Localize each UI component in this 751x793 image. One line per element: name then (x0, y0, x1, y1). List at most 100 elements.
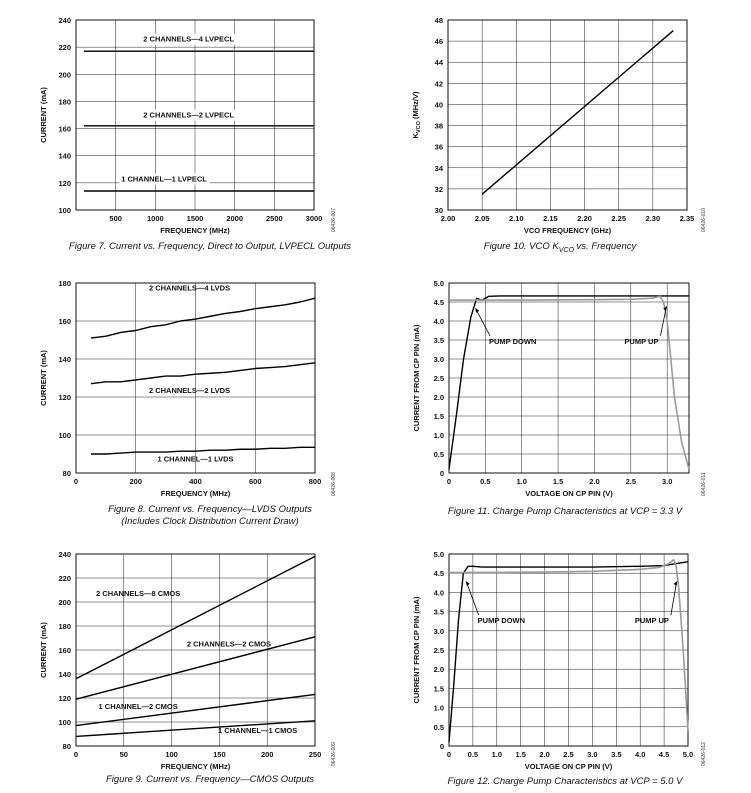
fig11-grid (449, 283, 689, 473)
2-channels-2-cmos-line (75, 636, 316, 700)
x-tick-label: 4.0 (635, 750, 645, 759)
x-tick-label: 100 (165, 750, 178, 759)
figure-9-caption: Figure 9. Current vs. Frequency—CMOS Out… (105, 774, 315, 785)
x-tick-label: 3000 (306, 214, 323, 223)
y-axis-label-k: K (411, 132, 420, 138)
x-tick-label: 3.0 (587, 750, 597, 759)
y-tick-label: 5.0 (434, 279, 444, 288)
fig11-plot-frame (448, 282, 690, 474)
y-tick-label: 1.5 (434, 412, 444, 421)
figure-8-caption: Figure 8. Current vs. Frequency—LVDS Out… (25, 504, 395, 528)
x-tick-label: 800 (309, 477, 322, 486)
x-axis-label: FREQUENCY (MHz) (160, 226, 230, 235)
y-tick-label: 200 (58, 70, 71, 79)
x-axis-label: VOLTAGE ON CP PIN (V) (525, 762, 613, 771)
x-tick-label: 2.30 (646, 214, 661, 223)
1-channel-2-cmos-line (75, 693, 316, 727)
y-tick-label: 36 (435, 143, 443, 152)
pump-up-line (449, 295, 690, 470)
pump-down-line (448, 295, 689, 470)
y-tick-label: 0.5 (434, 723, 444, 732)
x-tick-label: 4.5 (659, 750, 669, 759)
figure-12-doc-id: 06426-012 (701, 742, 707, 766)
fig12-grid (449, 554, 688, 746)
y-tick-label: 3.0 (434, 627, 444, 636)
x-tick-label: 1.5 (515, 750, 525, 759)
figure-12-caption: Figure 12. Charge Pump Characteristics a… (447, 776, 683, 787)
pump-down-line (448, 560, 689, 743)
y-tick-label: 140 (58, 355, 71, 364)
y-tick-label: 4.5 (434, 298, 444, 307)
series-label: 1 CHANNEL—1 LVDS (157, 455, 233, 464)
pump-down-label: PUMP DOWN (478, 616, 525, 625)
figure-10-caption: Figure 10. VCO KVCO vs. Frequency (483, 241, 637, 254)
y-tick-label: 160 (58, 317, 71, 326)
pump-up-arrowhead (663, 305, 668, 311)
y-tick-label: 1.0 (434, 704, 444, 713)
y-axis-label: CURRENT FROM CP PIN (mA) (412, 596, 421, 703)
x-tick-label: 600 (249, 477, 262, 486)
series-label: 1 CHANNEL—1 CMOS (218, 726, 297, 735)
figure-9-doc-id: 06426-009 (331, 742, 337, 766)
y-tick-label: 5.0 (434, 550, 444, 559)
y-axis-label: CURRENT FROM CP PIN (mA) (412, 324, 421, 431)
x-tick-label: 150 (213, 750, 226, 759)
y-tick-label: 220 (58, 574, 71, 583)
y-tick-label: 180 (58, 622, 71, 631)
series-label: 2 CHANNELS—2 CMOS (187, 639, 271, 648)
figure-11-caption: Figure 11. Charge Pump Characteristics a… (447, 506, 683, 517)
y-tick-label: 4.0 (434, 317, 444, 326)
y-tick-label: 140 (58, 670, 71, 679)
fig10-grid (448, 20, 687, 210)
y-tick-label: 3.5 (434, 336, 444, 345)
x-tick-label: 5.0 (683, 750, 693, 759)
y-axis-label: CURRENT (mA) (39, 350, 48, 406)
y-axis-label: KVCO (MHz/V) (411, 91, 422, 138)
y-tick-label: 200 (58, 598, 71, 607)
x-tick-label: 2.25 (611, 214, 626, 223)
fig12-plot-frame (448, 553, 689, 747)
y-tick-label: 44 (435, 58, 444, 67)
y-tick-label: 140 (58, 152, 71, 161)
y-tick-label: 2.0 (434, 665, 444, 674)
pump-up-arrowhead (673, 580, 678, 586)
y-tick-label: 0 (440, 469, 444, 478)
y-tick-label: 4.5 (434, 569, 444, 578)
y-tick-label: 240 (58, 16, 71, 25)
figure-10-doc-id: 06426-010 (701, 208, 707, 232)
y-tick-label: 1.5 (434, 684, 444, 693)
pump-up-label: PUMP UP (624, 337, 658, 346)
series-label: 2 CHANNELS—4 LVPECL (143, 35, 234, 44)
x-axis-label: FREQUENCY (MHz) (161, 489, 231, 498)
x-tick-label: 1.5 (553, 477, 563, 486)
fig9-grid (76, 554, 315, 746)
y-tick-label: 42 (435, 79, 443, 88)
x-tick-label: 2.5 (626, 477, 636, 486)
x-tick-label: 2.00 (441, 214, 456, 223)
x-tick-label: 2.05 (475, 214, 490, 223)
x-tick-label: 2.15 (543, 214, 558, 223)
y-tick-label: 1.0 (434, 431, 444, 440)
x-axis-label: VCO FREQUENCY (GHz) (524, 226, 612, 235)
y-tick-label: 100 (58, 431, 71, 440)
y-tick-label: 3.5 (434, 608, 444, 617)
y-tick-label: 0 (440, 742, 444, 751)
y-tick-label: 34 (435, 164, 444, 173)
y-tick-label: 80 (63, 469, 71, 478)
x-tick-label: 200 (261, 750, 274, 759)
1-channel-1-cmos-line (75, 720, 316, 738)
y-tick-label: 120 (58, 393, 71, 402)
y-tick-label: 2.5 (434, 646, 444, 655)
y-tick-label: 32 (435, 185, 443, 194)
x-tick-label: 3.0 (662, 477, 672, 486)
x-tick-label: 2.5 (563, 750, 573, 759)
y-tick-label: 0.5 (434, 450, 444, 459)
y-tick-label: 2.5 (434, 374, 444, 383)
pump-up-arrow (670, 582, 677, 616)
x-tick-label: 2.20 (577, 214, 592, 223)
y-tick-label: 160 (58, 646, 71, 655)
series-label-bg (141, 109, 237, 121)
y-tick-label: 220 (58, 43, 71, 52)
y-tick-label: 30 (435, 206, 443, 215)
y-tick-label: 120 (58, 179, 71, 188)
